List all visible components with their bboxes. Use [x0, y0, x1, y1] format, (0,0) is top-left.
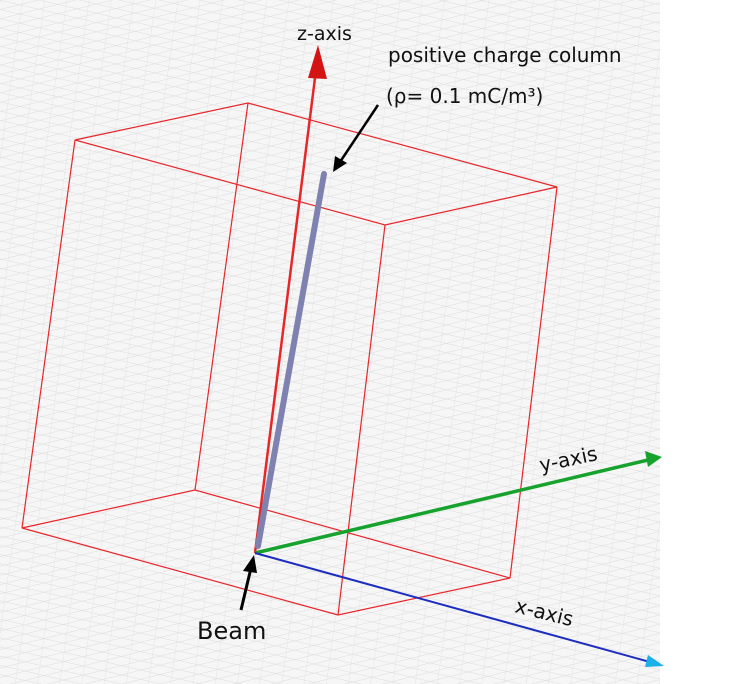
z-axis-arrow: [308, 45, 327, 79]
x-axis-arrow: [645, 655, 664, 667]
bounding-box: [21, 102, 558, 616]
beam-pointer-arrow: [243, 555, 257, 573]
pointer-line: [338, 104, 380, 163]
grid: [0, 0, 660, 684]
pointer-arrow: [333, 156, 347, 172]
charge-column: [255, 171, 327, 549]
beam-pointer-line: [239, 567, 253, 611]
z-axis-line: [253, 69, 318, 554]
x-axis-line: [254, 552, 651, 663]
annotation: positive charge column: [388, 43, 622, 67]
y-axis-arrow: [645, 451, 662, 467]
margin: [660, 0, 735, 684]
annotation: (ρ= 0.1 mC/m³): [386, 84, 543, 108]
beam-label: Beam: [197, 617, 266, 645]
z-axis-label: z-axis: [297, 23, 352, 45]
y-axis-line: [254, 458, 649, 555]
